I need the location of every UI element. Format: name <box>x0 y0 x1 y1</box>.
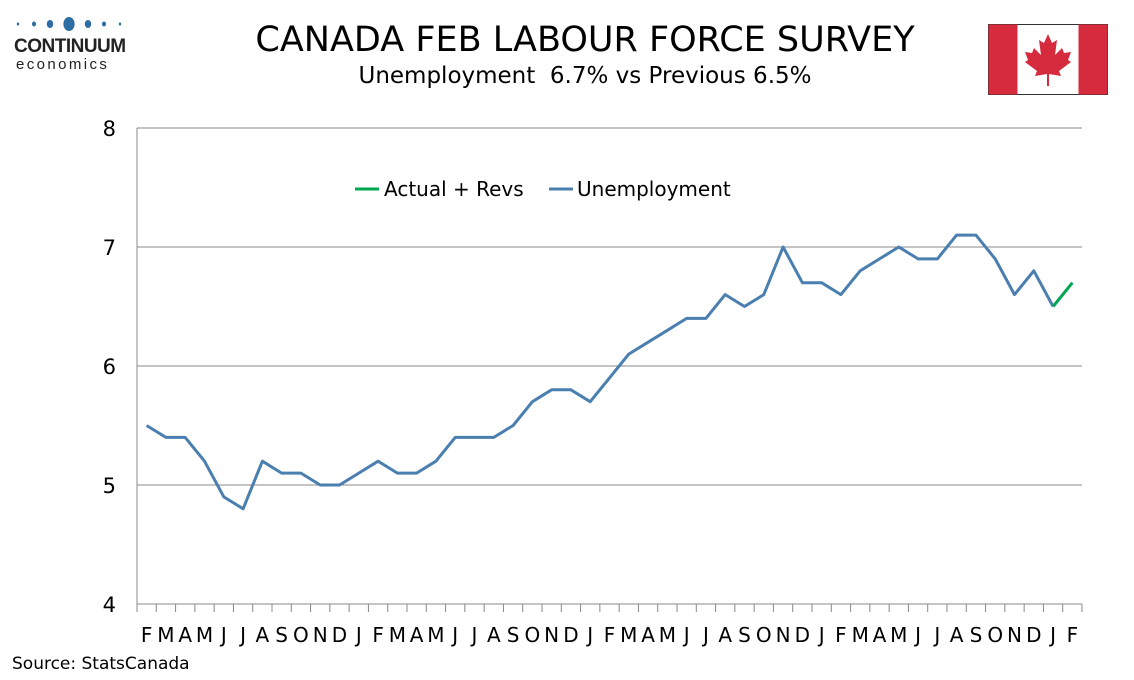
x-tick-label: F <box>1067 623 1079 647</box>
x-tick-label: N <box>313 623 328 647</box>
x-tick-label: O <box>524 623 540 647</box>
logo-wordmark: CONTINUUM <box>14 36 126 57</box>
x-tick-label: M <box>890 623 907 647</box>
x-tick-label: F <box>835 623 847 647</box>
logo-dot <box>32 21 36 27</box>
y-tick-label: 4 <box>103 593 116 617</box>
legend-label: Unemployment <box>577 177 731 201</box>
logo-dot <box>84 20 92 28</box>
x-tick-label: J <box>682 623 690 647</box>
x-tick-label: J <box>913 623 921 647</box>
x-tick-label: J <box>1048 623 1056 647</box>
x-tick-label: S <box>738 623 751 647</box>
x-tick-label: S <box>275 623 288 647</box>
x-tick-label: A <box>873 623 887 647</box>
x-tick-label: A <box>178 623 192 647</box>
x-tick-label: N <box>776 623 791 647</box>
x-tick-label: A <box>487 623 501 647</box>
canada-flag-icon <box>988 24 1108 95</box>
source-note: Source: StatsCanada <box>12 654 190 674</box>
logo-dot <box>46 20 54 28</box>
x-tick-label: N <box>544 623 559 647</box>
x-tick-label: J <box>450 623 458 647</box>
logo-dot <box>63 17 75 31</box>
x-tick-label: F <box>372 623 384 647</box>
x-tick-label: F <box>141 623 153 647</box>
x-tick-label: N <box>1007 623 1022 647</box>
x-tick-label: A <box>718 623 732 647</box>
y-tick-label: 8 <box>103 117 116 141</box>
x-tick-label: J <box>817 623 825 647</box>
x-tick-label: S <box>970 623 983 647</box>
y-tick-label: 7 <box>103 236 116 260</box>
x-tick-label: J <box>470 623 478 647</box>
x-tick-label: F <box>604 623 616 647</box>
x-tick-label: M <box>196 623 213 647</box>
x-tick-label: J <box>932 623 940 647</box>
x-tick-label: M <box>620 623 637 647</box>
logo-dot <box>118 22 122 26</box>
x-tick-label: J <box>238 623 246 647</box>
x-tick-label: M <box>852 623 869 647</box>
series-line-actual-revs <box>1051 281 1074 308</box>
logo-dot <box>102 21 106 27</box>
x-tick-label: D <box>795 623 810 647</box>
x-tick-label: J <box>701 623 709 647</box>
chart-subtitle: Unemployment 6.7% vs Previous 6.5% <box>358 63 812 89</box>
x-tick-label: D <box>563 623 578 647</box>
y-tick-label: 5 <box>103 474 116 498</box>
logo-dot <box>16 22 20 26</box>
x-tick-label: S <box>507 623 520 647</box>
logo-dots-icon <box>16 17 122 31</box>
x-tick-label: A <box>641 623 655 647</box>
x-tick-label: M <box>659 623 676 647</box>
x-tick-label: O <box>293 623 309 647</box>
x-tick-label: J <box>585 623 593 647</box>
logo-subtitle: economics <box>16 56 110 73</box>
x-tick-label: O <box>756 623 772 647</box>
y-tick-label: 6 <box>103 355 116 379</box>
x-tick-label: D <box>1026 623 1041 647</box>
chart-title: CANADA FEB LABOUR FORCE SURVEY <box>255 20 915 60</box>
x-tick-label: M <box>427 623 444 647</box>
x-tick-label: M <box>157 623 174 647</box>
x-tick-label: A <box>950 623 964 647</box>
x-tick-label: O <box>987 623 1003 647</box>
x-tick-label: M <box>389 623 406 647</box>
x-tick-label: J <box>219 623 227 647</box>
legend-label: Actual + Revs <box>384 177 524 201</box>
x-tick-label: A <box>256 623 270 647</box>
x-tick-label: A <box>410 623 424 647</box>
x-tick-label: J <box>354 623 362 647</box>
x-tick-label: D <box>332 623 347 647</box>
series-line-unemployment <box>145 233 1055 511</box>
